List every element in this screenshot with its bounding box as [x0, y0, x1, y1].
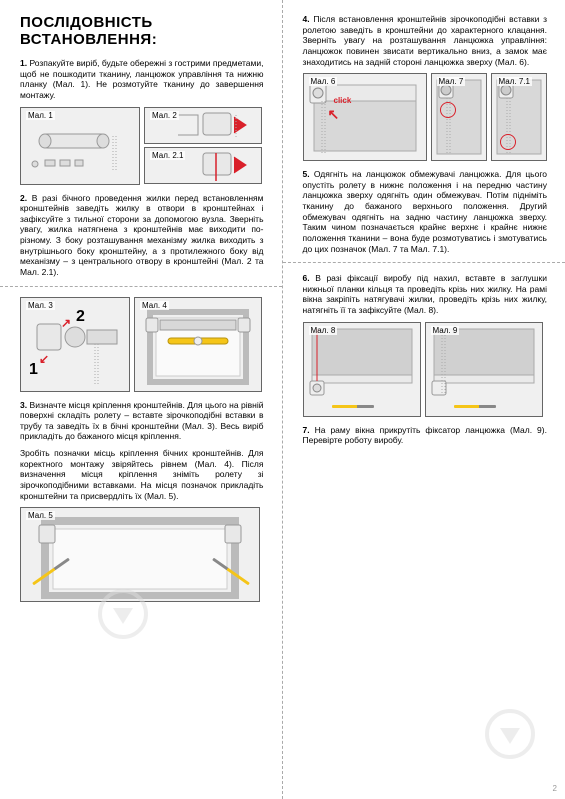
fig-8-label: Мал. 8 [309, 326, 338, 335]
step-2-text: 2. В разі бічного проведення жилки перед… [20, 193, 264, 278]
fig-71-label: Мал. 7.1 [497, 77, 532, 86]
step-7-num: 7. [303, 425, 310, 435]
annot-num-2: 2 [76, 308, 85, 326]
divider-left-1 [0, 286, 282, 287]
step-5-num: 5. [303, 169, 310, 179]
fig-3-label: Мал. 3 [26, 301, 55, 310]
fig-row-3: Мал. 5 [20, 507, 264, 602]
step-7-body: На раму вікна прикрутіть фіксатор ланцюж… [303, 425, 547, 446]
screwdriver-9-icon [454, 405, 496, 408]
main-title: ПОСЛІДОВНІСТЬ ВСТАНОВЛЕННЯ: [20, 14, 264, 48]
right-column: 4. Після встановлення кронштейнів зірочк… [283, 0, 565, 799]
fig-4-label: Мал. 4 [140, 301, 169, 310]
figure-4: Мал. 4 [134, 297, 262, 392]
page-number: 2 [553, 784, 557, 793]
left-column: ПОСЛІДОВНІСТЬ ВСТАНОВЛЕННЯ: 1. Розпакуйт… [0, 0, 283, 799]
step-6-body: В разі фіксації виробу під нахил, вставт… [303, 273, 548, 315]
step-3b-text: Зробіть позначки місць кріплення бічних … [20, 448, 264, 501]
annot-num-1: 1 [29, 361, 38, 379]
figure-3: Мал. 3 ↗ 2 ↙ 1 [20, 297, 130, 392]
fig-1-label: Мал. 1 [26, 111, 55, 120]
figure-8: Мал. 8 [303, 322, 421, 417]
step-2-num: 2. [20, 193, 27, 203]
step-6-text: 6. В разі фіксації виробу під нахил, вст… [303, 273, 548, 316]
figure-1: Мал. 1 [20, 107, 140, 185]
figure-6: Мал. 6 click ↖ [303, 73, 427, 161]
fig-row-1: Мал. 1 Мал. 2 [20, 107, 264, 185]
fig-6-label: Мал. 6 [309, 77, 338, 86]
step-6-num: 6. [303, 273, 310, 283]
watermark-left-icon [98, 589, 148, 639]
fig-row-2: Мал. 3 ↗ 2 ↙ 1 Мал. 4 [20, 297, 264, 392]
step-5-text: 5. Одягніть на ланцюжок обмежувачі ланцю… [303, 169, 548, 254]
divider-right-1 [283, 262, 565, 263]
fig-7-label: Мал. 7 [437, 77, 466, 86]
step-4-body: Після встановлення кронштейнів зірочкопо… [303, 14, 548, 67]
step-7-text: 7. На раму вікна прикрутіть фіксатор лан… [303, 425, 548, 446]
step-3-num: 3. [20, 400, 27, 410]
fig-21-label: Мал. 2.1 [150, 151, 185, 160]
step-3a-body: Визначте місця кріплення кронштейнів. Дл… [20, 400, 264, 442]
fig-row-5: Мал. 8 Мал. 9 [303, 322, 548, 417]
step-5-body: Одягніть на ланцюжок обмежувачі ланцюжка… [303, 169, 548, 253]
figure-7-1: Мал. 7.1 [491, 73, 547, 161]
red-circle-71-icon [500, 134, 516, 150]
figure-9: Мал. 9 [425, 322, 543, 417]
red-circle-7-icon [440, 102, 456, 118]
click-label: click [334, 96, 352, 105]
watermark-right-icon [485, 709, 535, 759]
fig-5-label: Мал. 5 [26, 511, 55, 520]
fig-2-label: Мал. 2 [150, 111, 179, 120]
screwdriver-8-icon [332, 405, 374, 408]
step-1-text: 1. Розпакуйте виріб, будьте обережні з г… [20, 58, 264, 101]
arrow-1-icon: ↙ [39, 352, 49, 366]
step-4-text: 4. Після встановлення кронштейнів зірочк… [303, 14, 548, 67]
step-1-num: 1. [20, 58, 27, 68]
step-3b-body: Зробіть позначки місць кріплення бічних … [20, 448, 264, 501]
fig-row-4: Мал. 6 click ↖ Мал. 7 [303, 73, 548, 161]
arrow-2-icon: ↗ [61, 316, 71, 330]
figure-5: Мал. 5 [20, 507, 260, 602]
page-root: ПОСЛІДОВНІСТЬ ВСТАНОВЛЕННЯ: 1. Розпакуйт… [0, 0, 565, 799]
step-4-num: 4. [303, 14, 310, 24]
figure-2: Мал. 2 [144, 107, 262, 144]
click-arrow-icon: ↖ [328, 106, 340, 123]
figure-2-1: Мал. 2.1 [144, 147, 262, 184]
step-2-body: В разі бічного проведення жилки перед вс… [20, 193, 264, 277]
fig-9-label: Мал. 9 [431, 326, 460, 335]
figure-7: Мал. 7 [431, 73, 487, 161]
step-1-body: Розпакуйте виріб, будьте обережні з гост… [20, 58, 264, 100]
step-3a-text: 3. Визначте місця кріплення кронштейнів.… [20, 400, 264, 443]
